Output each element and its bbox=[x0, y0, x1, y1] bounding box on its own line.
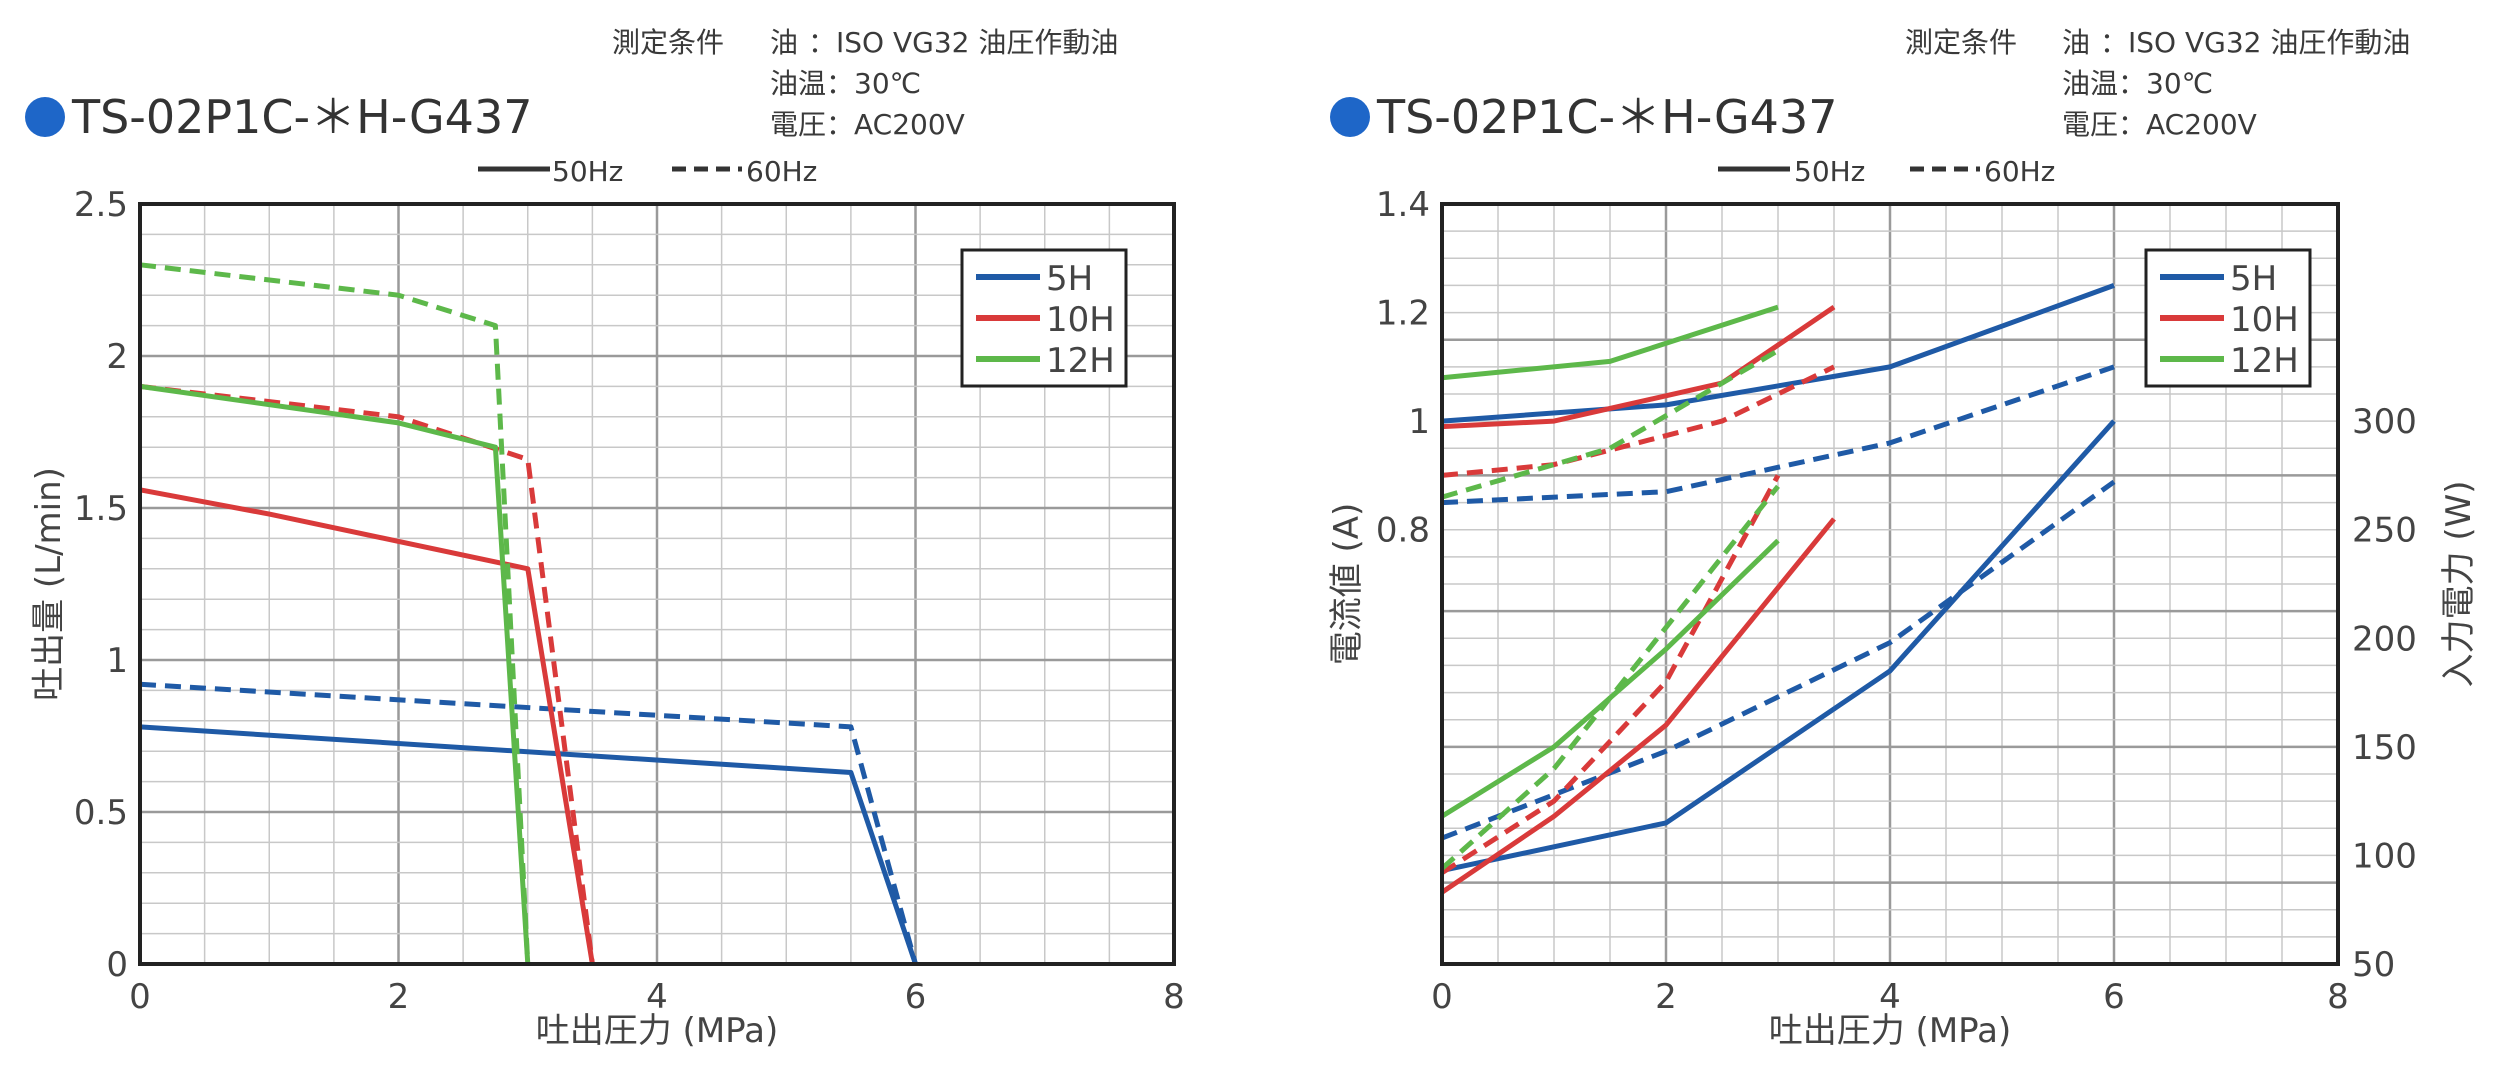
left-series-12h-50hz bbox=[139, 383, 531, 965]
right-plot-grid bbox=[1442, 204, 2338, 964]
power-series-5h-60hz bbox=[1441, 479, 2116, 841]
x-tick-label: 0 bbox=[129, 977, 151, 1017]
current-series-10h-60hz bbox=[1441, 364, 1836, 478]
x-tick-label: 0 bbox=[1431, 977, 1453, 1017]
left-series-10h-50hz bbox=[139, 487, 595, 965]
y2-tick-label: 100 bbox=[2352, 836, 2417, 876]
condition-oil-temp: 油温：30℃ bbox=[2062, 67, 2213, 100]
y-tick-label: 0 bbox=[106, 945, 128, 985]
y-tick-label: 1.5 bbox=[74, 489, 128, 529]
left-series-5h-60hz bbox=[139, 681, 918, 965]
x-tick-label: 8 bbox=[1163, 977, 1185, 1017]
power-series-5h-50hz bbox=[1441, 419, 2116, 874]
current-series-5h-60hz bbox=[1441, 364, 2115, 506]
y2-tick-label: 250 bbox=[2352, 511, 2417, 551]
x-tick-label: 4 bbox=[646, 977, 668, 1017]
left-plot-frame bbox=[138, 202, 1176, 966]
condition-oil-temp: 油温：30℃ bbox=[770, 67, 921, 100]
right-y-axis-label: 電流値 (A) bbox=[1327, 503, 1367, 666]
y-tick-label: 2 bbox=[106, 337, 128, 377]
current-series-10h-50hz bbox=[1441, 305, 1836, 430]
y-tick-label: 2.5 bbox=[74, 185, 128, 225]
y-tick-label: 1 bbox=[106, 641, 128, 681]
right-panel: TS-02P1C-＊H-G437 測定条件 油 ：ISO VG32 油圧作動油 … bbox=[1327, 26, 2479, 1051]
legend-10h-label: 10H bbox=[2230, 300, 2299, 340]
right-plot-ticks: 0 2 4 6 8 0.8 1 1.2 1.4 50 100 150 200 250 300 bbox=[1376, 185, 2417, 1017]
y2-tick-label: 200 bbox=[2352, 619, 2417, 659]
right-x-axis-label: 吐出圧力 (MPa) bbox=[1769, 1011, 2011, 1051]
left-legend: 5H 10H 12H bbox=[960, 248, 1128, 388]
x-tick-label: 2 bbox=[1655, 977, 1677, 1017]
power-series-10h-50hz bbox=[1440, 517, 1836, 895]
x-tick-label: 8 bbox=[2327, 977, 2349, 1017]
legend-12h-label: 12H bbox=[1046, 341, 1115, 381]
legend-60hz-label: 60Hz bbox=[746, 155, 817, 188]
right-y2-axis-label: 入力電力 (W) bbox=[2439, 481, 2479, 688]
current-series-12h-50hz bbox=[1441, 304, 1779, 381]
title-dot-icon bbox=[1330, 97, 1370, 137]
right-plot-frame bbox=[1440, 202, 2340, 966]
left-plot-series bbox=[139, 262, 918, 965]
left-panel: TS-02P1C-＊H-G437 測定条件 油 ：ISO VG32 油圧作動油 … bbox=[25, 26, 1185, 1051]
y-tick-label: 0.8 bbox=[1376, 511, 1430, 551]
right-plot-series bbox=[1440, 283, 2116, 895]
legend-5h-label: 5H bbox=[2230, 259, 2277, 299]
y2-tick-label: 300 bbox=[2352, 402, 2417, 442]
condition-oil-label: 油 bbox=[2062, 26, 2090, 59]
title-dot-icon bbox=[25, 97, 65, 137]
current-series-12h-60hz bbox=[1441, 348, 1780, 500]
legend-12h-label: 12H bbox=[2230, 341, 2299, 381]
current-series-5h-50hz bbox=[1441, 283, 2115, 424]
chart-title-left: TS-02P1C-＊H-G437 bbox=[71, 90, 532, 144]
left-series-12h-60hz bbox=[139, 262, 531, 965]
y-tick-label: 1 bbox=[1408, 402, 1430, 442]
legend-60hz-label: 60Hz bbox=[1984, 155, 2055, 188]
legend-50hz-label: 50Hz bbox=[552, 155, 623, 188]
power-series-12h-60hz bbox=[1440, 484, 1780, 871]
left-y-axis-label: 吐出量 (L/min) bbox=[29, 467, 69, 701]
x-tick-label: 6 bbox=[905, 977, 927, 1017]
left-series-5h-50hz bbox=[139, 724, 918, 965]
x-tick-label: 4 bbox=[1879, 977, 1901, 1017]
condition-oil-value: ：ISO VG32 油圧作動油 bbox=[808, 26, 1118, 59]
condition-voltage: 電圧：AC200V bbox=[770, 108, 965, 141]
y-tick-label: 1.4 bbox=[1376, 185, 1430, 225]
y2-tick-label: 50 bbox=[2352, 945, 2395, 985]
y-tick-label: 1.2 bbox=[1376, 294, 1430, 334]
y2-tick-label: 150 bbox=[2352, 728, 2417, 768]
right-legend: 5H 10H 12H bbox=[2144, 248, 2312, 388]
condition-label: 測定条件 bbox=[612, 26, 724, 59]
legend-5h-label: 5H bbox=[1046, 259, 1093, 299]
x-tick-label: 6 bbox=[2103, 977, 2125, 1017]
condition-oil-value: ：ISO VG32 油圧作動油 bbox=[2100, 26, 2410, 59]
power-series-10h-60hz bbox=[1440, 474, 1781, 875]
left-x-axis-label: 吐出圧力 (MPa) bbox=[536, 1011, 778, 1051]
condition-label: 測定条件 bbox=[1905, 26, 2017, 59]
condition-voltage: 電圧：AC200V bbox=[2062, 108, 2257, 141]
x-tick-label: 2 bbox=[388, 977, 410, 1017]
y-tick-label: 0.5 bbox=[74, 793, 128, 833]
legend-10h-label: 10H bbox=[1046, 300, 1115, 340]
chart-title-right: TS-02P1C-＊H-G437 bbox=[1376, 90, 1837, 144]
condition-oil-label: 油 bbox=[770, 26, 798, 59]
legend-50hz-label: 50Hz bbox=[1794, 155, 1865, 188]
left-plot-ticks: 0 2 4 6 8 0 0.5 1 1.5 2 2.5 bbox=[74, 185, 1185, 1017]
